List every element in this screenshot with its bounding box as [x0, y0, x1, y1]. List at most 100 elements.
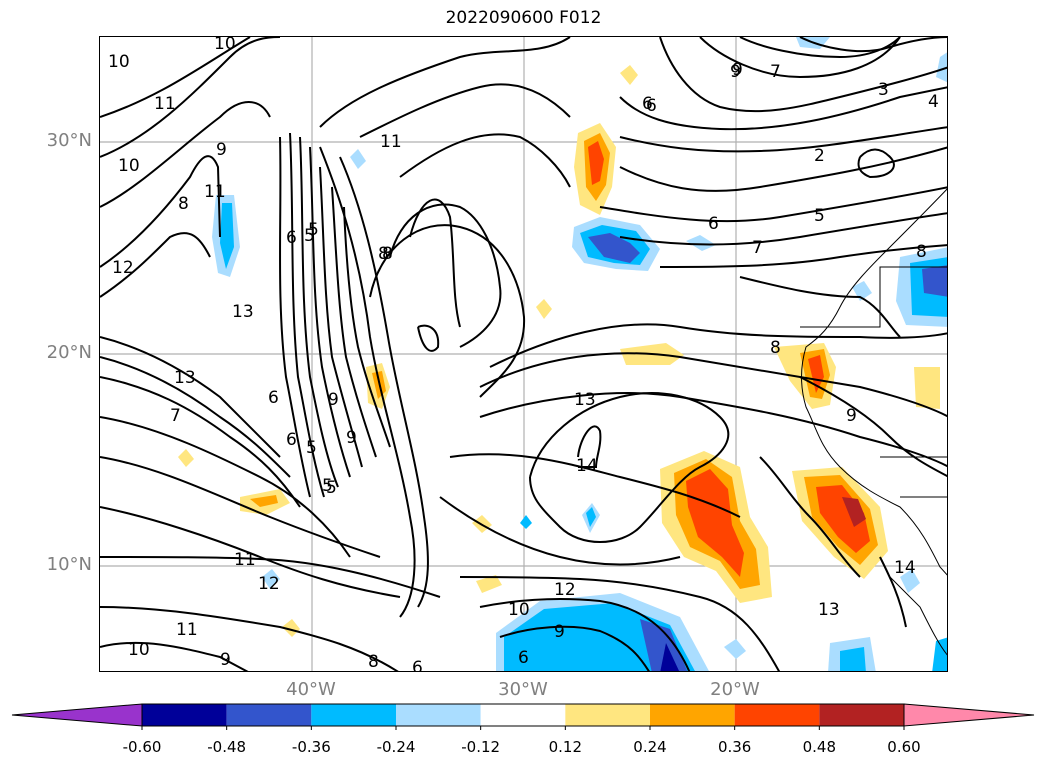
- warm-patch: [816, 485, 870, 553]
- contour-line: [339, 156, 429, 608]
- contour-line: [100, 506, 401, 598]
- contour-label: 5: [326, 478, 337, 498]
- contour-label: 5: [322, 476, 333, 496]
- contour-lines: [100, 37, 947, 671]
- contour-line: [577, 425, 602, 468]
- contour-line: [759, 456, 861, 578]
- contour-label: 10: [214, 37, 236, 54]
- warm-patch: [476, 575, 502, 593]
- colorbar-box: [480, 704, 566, 726]
- contour-label: 13: [574, 390, 596, 410]
- contour-label: 6: [708, 214, 719, 234]
- contour-line: [799, 376, 947, 478]
- warm-patch: [686, 469, 744, 577]
- cold-patch: [852, 281, 872, 301]
- contour-label: 4: [928, 92, 939, 112]
- cold-patch: [922, 265, 947, 297]
- contour-line: [100, 456, 381, 558]
- cold-patch: [660, 643, 680, 671]
- contour-label: 9: [328, 390, 339, 410]
- contour-line: [479, 598, 691, 671]
- contour-label: 9: [216, 140, 227, 160]
- colorbar-tick-label: 0.48: [802, 738, 837, 756]
- cold-patch: [262, 569, 280, 589]
- coastline: [800, 188, 947, 656]
- colorbar-tick-label: -0.12: [461, 738, 501, 756]
- contour-line: [319, 146, 416, 618]
- contour-line: [331, 186, 377, 458]
- contour-label: 2: [814, 146, 825, 166]
- contour-line: [619, 212, 947, 246]
- lon-label-20w: 20°W: [710, 679, 760, 700]
- contour-line: [100, 101, 271, 208]
- contour-label: 8: [916, 242, 927, 262]
- contour-label: 5: [308, 220, 319, 240]
- cold-patch: [840, 647, 866, 671]
- contour-label: 6: [646, 96, 657, 116]
- contour-label: 9: [732, 60, 743, 80]
- contour-label: 7: [752, 238, 763, 258]
- contour-line: [739, 37, 901, 59]
- contour-label: 14: [894, 558, 916, 578]
- contour-label: 6: [286, 430, 297, 450]
- contour-label: 10: [118, 156, 140, 176]
- cold-patch: [504, 603, 695, 671]
- contour-line: [359, 83, 571, 138]
- coastline-path: [801, 188, 947, 576]
- contour-line: [659, 37, 947, 113]
- contour-label: 12: [554, 580, 576, 600]
- contour-line: [100, 556, 441, 598]
- lon-label-40w: 40°W: [286, 679, 336, 700]
- contour-line: [299, 136, 339, 488]
- contour-label: 10: [108, 52, 130, 72]
- lat-label-20n: 20°N: [46, 342, 92, 363]
- contour-label: 8: [378, 244, 389, 264]
- contour-label: 3: [878, 80, 889, 100]
- contour-label: 5: [304, 226, 315, 246]
- contour-label: 9: [730, 62, 741, 82]
- contour-label: 8: [770, 338, 781, 358]
- contour-label: 5: [306, 438, 317, 458]
- cold-patch: [932, 637, 947, 671]
- contour-line: [489, 323, 947, 368]
- contour-label: 12: [112, 258, 134, 278]
- cold-patch: [686, 235, 716, 251]
- contour-line: [319, 166, 363, 468]
- contour-line: [409, 198, 461, 328]
- contour-label: 9: [846, 406, 857, 426]
- contour-label: 6: [286, 228, 297, 248]
- colorbar-box: [311, 704, 396, 726]
- contour-line: [399, 133, 571, 188]
- cold-patch: [520, 515, 532, 529]
- contour-label: 14: [576, 456, 598, 476]
- contour-label: 6: [518, 648, 529, 668]
- cold-patch: [220, 203, 234, 269]
- colorbar-box: [565, 704, 650, 726]
- coastline-path: [889, 576, 947, 656]
- contour-line: [799, 37, 947, 53]
- map-panel: 10 10 10 11 11 11 12 12 13 13 9 8 8 7 6 …: [99, 36, 948, 672]
- contour-label: 12: [258, 574, 280, 594]
- contour-line: [659, 244, 947, 268]
- contour-label: 13: [818, 600, 840, 620]
- contour-line: [369, 224, 526, 398]
- contour-line: [100, 37, 251, 118]
- contour-line: [479, 352, 947, 418]
- cold-patch: [900, 569, 920, 593]
- cold-patch: [936, 52, 947, 83]
- cold-patch: [588, 233, 640, 263]
- contour-label: 5: [814, 206, 825, 226]
- colorbar-box: [226, 704, 312, 726]
- contour-line: [439, 496, 681, 566]
- colorbar-box: [650, 704, 735, 726]
- coastline-path: [800, 266, 947, 328]
- colorbar-tick-label: -0.24: [376, 738, 416, 756]
- contour-label: 11: [176, 620, 198, 640]
- colorbar-box: [734, 704, 820, 726]
- warm-patch: [808, 355, 824, 393]
- contour-line: [100, 356, 291, 478]
- contour-label: 9: [346, 428, 357, 448]
- contour-label: 10: [128, 640, 150, 660]
- contour-line: [529, 392, 730, 543]
- colorbar-tick-label: -0.48: [207, 738, 247, 756]
